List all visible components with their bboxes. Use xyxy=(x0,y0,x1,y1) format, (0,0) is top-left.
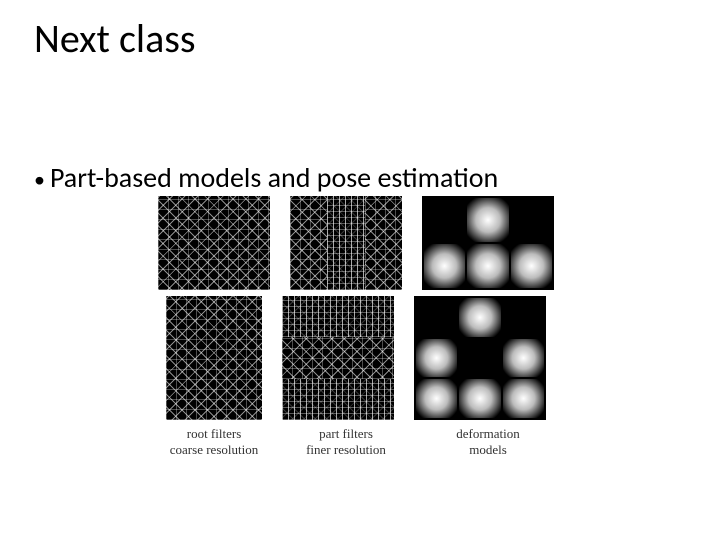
label-3-line1: deformation xyxy=(456,426,520,441)
label-col-1: root filters coarse resolution xyxy=(158,426,270,459)
label-2-line2: finer resolution xyxy=(306,442,386,457)
label-1-line1: root filters xyxy=(187,426,242,441)
part-filter-panel-2 xyxy=(282,296,394,420)
label-3-line2: models xyxy=(469,442,507,457)
part-filter-panel-1 xyxy=(290,196,402,290)
label-col-2: part filters finer resolution xyxy=(290,426,402,459)
slide: Next class Part-based models and pose es… xyxy=(0,0,720,540)
bullet-text: Part-based models and pose estimation xyxy=(34,160,498,195)
root-filter-panel-2 xyxy=(166,296,262,420)
deformation-panel-2 xyxy=(414,296,546,420)
label-col-3: deformation models xyxy=(422,426,554,459)
dpm-figure: root filters coarse resolution part filt… xyxy=(151,196,561,459)
label-1-line2: coarse resolution xyxy=(170,442,258,457)
figure-row-1 xyxy=(151,196,561,290)
figure-labels: root filters coarse resolution part filt… xyxy=(151,426,561,459)
root-filter-panel-1 xyxy=(158,196,270,290)
figure-row-2 xyxy=(151,296,561,420)
slide-title: Next class xyxy=(34,14,196,63)
deformation-panel-1 xyxy=(422,196,554,290)
label-2-line1: part filters xyxy=(319,426,373,441)
